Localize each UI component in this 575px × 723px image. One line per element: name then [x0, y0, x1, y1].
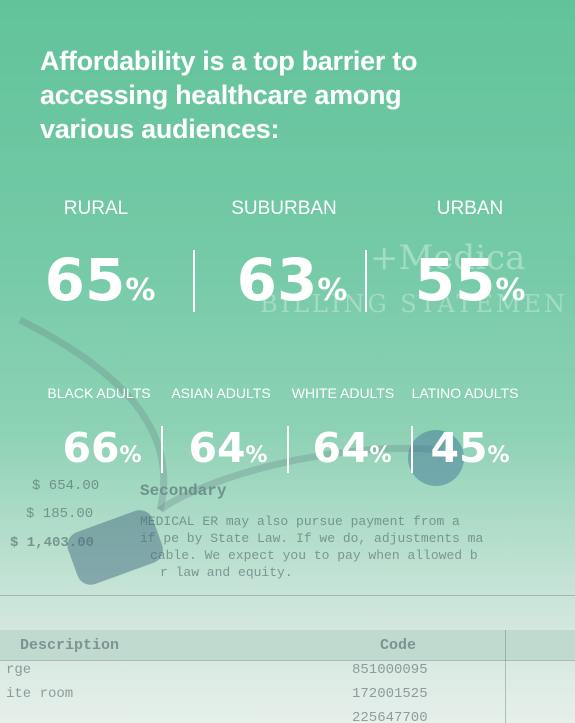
- stat-black-adults-value: 66: [62, 424, 120, 472]
- divider: [411, 426, 413, 473]
- divider: [193, 250, 195, 312]
- stat-suburban: 63%: [222, 246, 362, 314]
- label-white-adults: WHITE ADULTS: [291, 385, 395, 401]
- stat-asian-adults: 64%: [174, 424, 282, 472]
- label-asian-adults: ASIAN ADULTS: [171, 385, 271, 401]
- percent-sign: %: [495, 273, 526, 308]
- stat-rural: 65%: [30, 246, 170, 314]
- divider: [365, 250, 367, 312]
- label-suburban: SUBURBAN: [231, 198, 337, 219]
- stat-rural-value: 65: [44, 246, 126, 314]
- divider: [287, 426, 289, 473]
- headline: Affordability is a top barrier to access…: [40, 46, 418, 144]
- label-latino-adults: LATINO ADULTS: [411, 385, 519, 401]
- label-rural: RURAL: [63, 198, 129, 219]
- stethoscope-illustration: [18, 316, 464, 585]
- stat-black-adults: 66%: [52, 424, 152, 472]
- percent-sign: %: [487, 443, 510, 468]
- stat-suburban-value: 63: [236, 246, 318, 314]
- stat-urban-value: 55: [414, 246, 496, 314]
- percent-sign: %: [125, 273, 156, 308]
- stat-urban: 55%: [400, 246, 540, 314]
- label-black-adults: BLACK ADULTS: [47, 385, 151, 401]
- stat-white-adults-value: 64: [312, 424, 370, 472]
- stat-asian-adults-value: 64: [188, 424, 246, 472]
- stat-latino-adults: 45%: [416, 424, 524, 472]
- stat-latino-adults-value: 45: [430, 424, 488, 472]
- percent-sign: %: [245, 443, 268, 468]
- divider: [161, 426, 163, 473]
- percent-sign: %: [317, 273, 348, 308]
- label-urban: URBAN: [436, 198, 504, 219]
- stat-white-adults: 64%: [298, 424, 406, 472]
- percent-sign: %: [119, 443, 142, 468]
- percent-sign: %: [369, 443, 392, 468]
